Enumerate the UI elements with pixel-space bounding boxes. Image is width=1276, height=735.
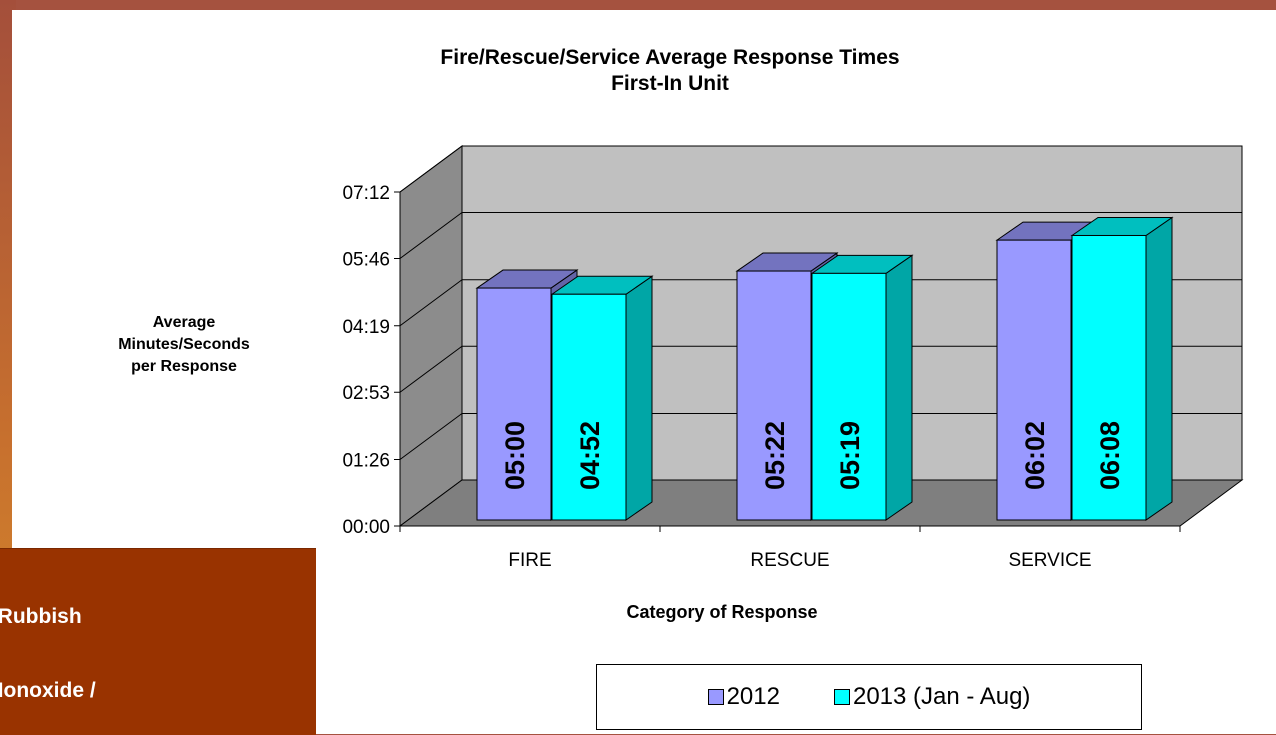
chart-area: 00:00 01:26 02:53 04:19 05:46 07:12 05:00 04:52… [12,10,1276,734]
side-wall [399,145,463,527]
data-label: 05:19 [835,421,865,490]
legend-label-2013: 2013 (Jan - Aug) [852,683,1031,710]
data-label: 04:52 [575,421,605,490]
bar-side [625,275,653,521]
gridline-side [399,279,463,327]
legend-swatch-2012 [707,689,724,705]
y-tick-label: 02:53 [342,383,390,404]
bar-2013-fire [551,293,627,521]
gridline-side [399,413,463,460]
y-tick-label: 01:26 [342,451,390,472]
bar-side [885,254,913,521]
x-tick-label: FIRE [508,550,551,571]
x-tick-label: RESCUE [750,550,829,571]
bar-2012-rescue [736,270,812,521]
gridline-side [399,212,463,259]
slide-background-panel: / Rubbish Monoxide / [0,548,316,735]
x-tick-label: SERVICE [1008,550,1091,571]
x-axis-title: Category of Response [626,602,818,622]
chart-subtitle: First-In Unit [611,72,729,95]
bar-2012-fire [476,287,552,521]
slide-text-line: / Rubbish [0,605,82,628]
legend-entry-2012: 2012 [707,683,780,711]
chart-plot: 00:00 01:26 02:53 04:19 05:46 07:12 05:00 04:52… [342,145,1244,571]
legend-label-2012: 2012 [726,683,780,710]
legend-swatch-2013 [833,689,850,705]
y-tick-label: 00:00 [342,517,390,538]
y-axis-title-line: Minutes/Seconds [118,336,250,353]
chart-legend: 2012 2013 (Jan - Aug) [596,664,1142,730]
y-tick-label: 04:19 [342,317,390,338]
chart-title: Fire/Rescue/Service Average Response Tim… [440,46,900,69]
data-label: 05:00 [500,421,530,490]
bar-2013-service [1071,234,1147,521]
y-tick-label: 07:12 [342,183,390,204]
y-axis-title: Average Minutes/Seconds per Response [74,312,294,378]
data-label: 05:22 [760,421,790,490]
y-axis-title-line: per Response [131,358,237,375]
slide-text-line: Monoxide / [0,679,96,702]
legend-entry-2013: 2013 (Jan - Aug) [833,683,1031,711]
bar-side [1145,216,1173,521]
gridline-side [399,145,463,193]
gridline-side [399,345,463,393]
bar-2012-service [996,239,1072,521]
data-label: 06:08 [1095,421,1125,490]
y-tick-label: 05:46 [342,249,390,270]
bar-2013-rescue [811,272,887,521]
data-label: 06:02 [1020,421,1050,490]
y-axis-title-line: Average [152,314,216,331]
